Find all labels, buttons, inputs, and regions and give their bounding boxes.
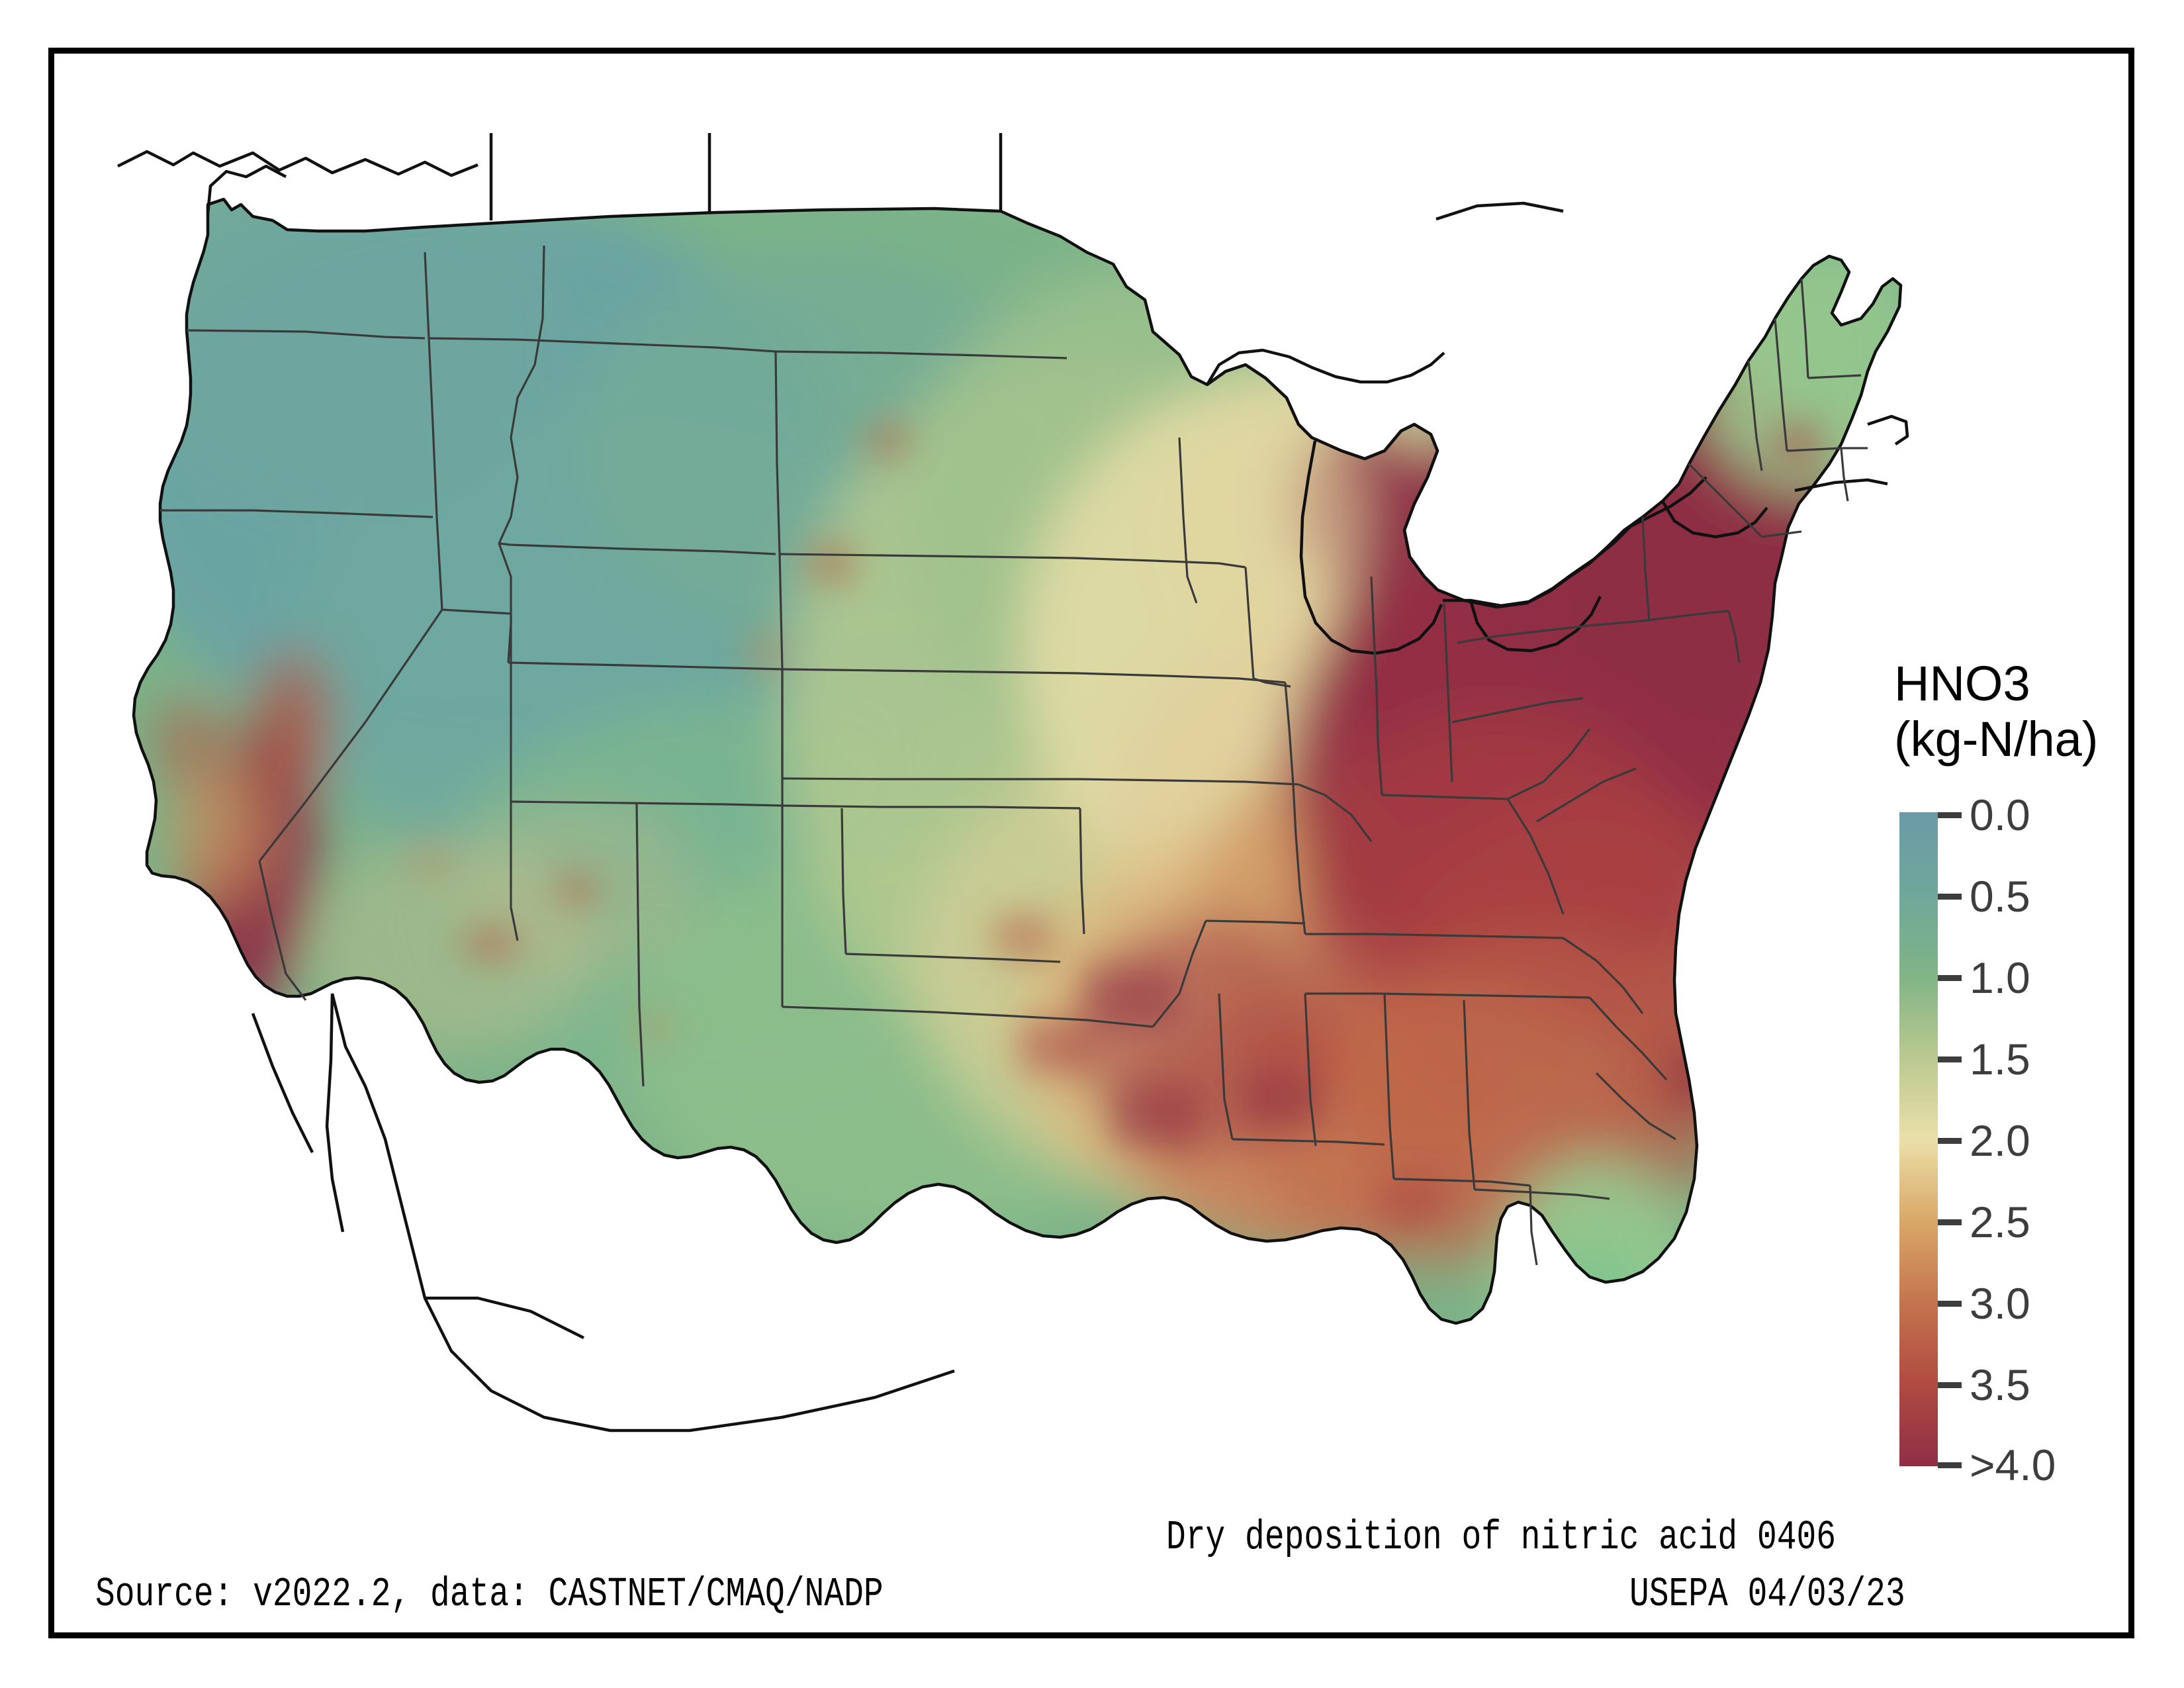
colorbar-tick-4 [1938, 1138, 1962, 1144]
conus-deposition-map [116, 133, 1909, 1432]
colorbar-tick-8 [1938, 1462, 1962, 1468]
colorbar-label-2: 1.0 [1970, 953, 2030, 1002]
colorbar-wrap: 0.0 0.5 1.0 1.5 2.0 2.5 3.0 3.5 >4.0 [1899, 790, 2138, 1489]
colorbar-tick-6 [1938, 1301, 1962, 1307]
credit-caption: USEPA 04/03/23 [1629, 1571, 1905, 1618]
colorbar-tick-1 [1938, 894, 1962, 900]
legend-title-line2: (kg-N/ha) [1894, 711, 2099, 767]
figure-frame: HNO3 (kg-N/ha) [48, 48, 2134, 1638]
colorbar-label-1: 0.5 [1970, 872, 2030, 921]
figure-caption: Dry deposition of nitric acid 0406 [1166, 1514, 1837, 1561]
colorbar-label-3: 1.5 [1970, 1035, 2030, 1084]
colorbar-label-7: 3.5 [1970, 1360, 2030, 1409]
colorbar-tick-2 [1938, 975, 1962, 981]
source-caption: Source: v2022.2, data: CASTNET/CMAQ/NADP [95, 1571, 884, 1618]
colorbar-tick-0 [1938, 812, 1962, 818]
colorbar-label-0: 0.0 [1970, 790, 2030, 839]
state-borders [160, 245, 1868, 1266]
legend-title: HNO3 (kg-N/ha) [1894, 656, 2132, 767]
colorbar-tick-7 [1938, 1382, 1962, 1388]
colorbar-label-5: 2.5 [1970, 1197, 2030, 1246]
deposition-raster [134, 199, 1901, 1323]
legend-title-line1: HNO3 [1894, 656, 2030, 711]
colorbar-label-6: 3.0 [1970, 1279, 2030, 1328]
coastline-and-national-borders [116, 133, 1909, 1432]
map-canvas [54, 54, 1914, 1510]
colorbar-gradient [1899, 812, 1938, 1466]
colorbar-label-8: >4.0 [1970, 1440, 2056, 1489]
colorbar-tick-3 [1938, 1056, 1962, 1062]
colorbar-legend: HNO3 (kg-N/ha) [1844, 656, 2142, 1556]
colorbar-tick-5 [1938, 1219, 1962, 1225]
colorbar-label-4: 2.0 [1970, 1116, 2030, 1165]
